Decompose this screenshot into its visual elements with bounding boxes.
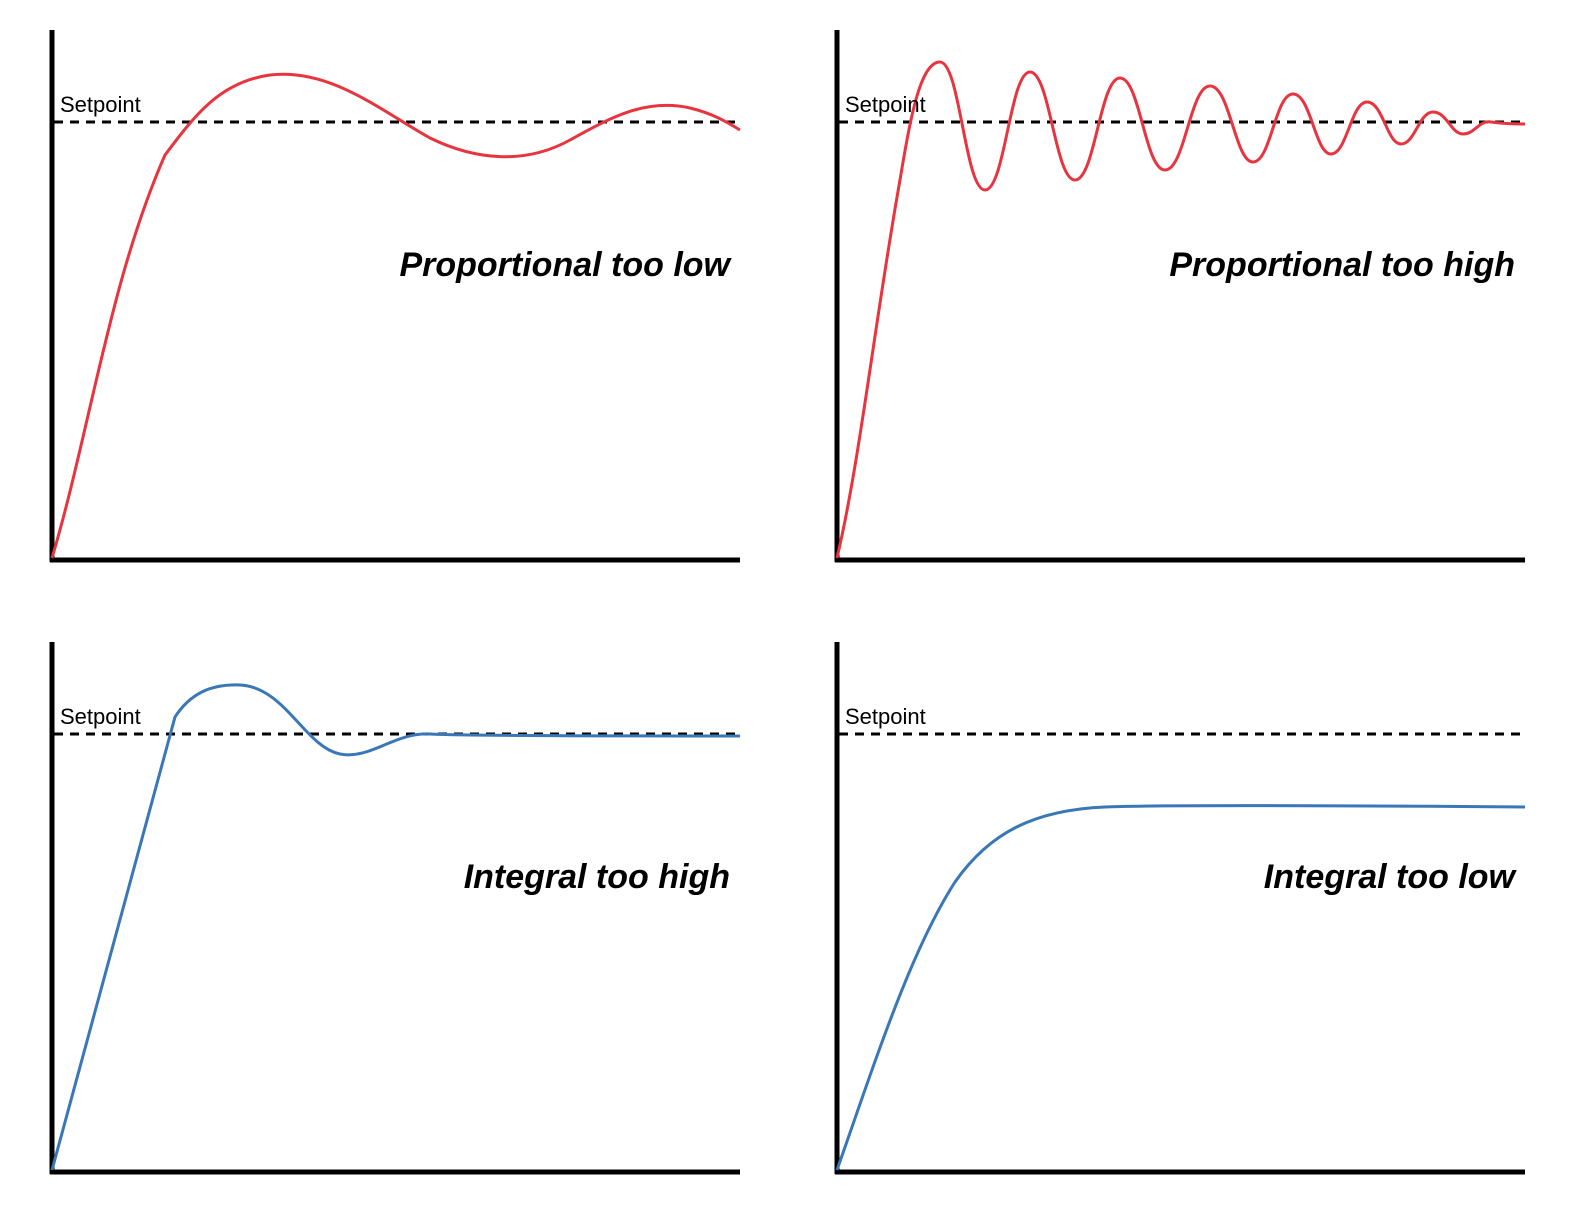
panel-prop-high: Setpoint Proportional too high: [815, 20, 1540, 582]
panel-caption: Integral too high: [464, 858, 730, 896]
chart-grid: Setpoint Proportional too low Setpoint P…: [0, 0, 1570, 1214]
setpoint-label: Setpoint: [845, 92, 926, 117]
response-curve: [52, 74, 740, 558]
response-curve: [52, 685, 740, 1170]
setpoint-label: Setpoint: [60, 92, 141, 117]
panel-int-high: Setpoint Integral too high: [30, 632, 755, 1194]
chart-int-high: Setpoint Integral too high: [30, 632, 750, 1192]
panel-prop-low: Setpoint Proportional too low: [30, 20, 755, 582]
panel-caption: Integral too low: [1264, 858, 1518, 896]
panel-caption: Proportional too low: [399, 246, 732, 284]
response-curve: [837, 62, 1525, 558]
setpoint-label: Setpoint: [60, 704, 141, 729]
panel-int-low: Setpoint Integral too low: [815, 632, 1540, 1194]
chart-prop-high: Setpoint Proportional too high: [815, 20, 1535, 580]
panel-caption: Proportional too high: [1169, 246, 1515, 284]
chart-prop-low: Setpoint Proportional too low: [30, 20, 750, 580]
setpoint-label: Setpoint: [845, 704, 926, 729]
chart-int-low: Setpoint Integral too low: [815, 632, 1535, 1192]
